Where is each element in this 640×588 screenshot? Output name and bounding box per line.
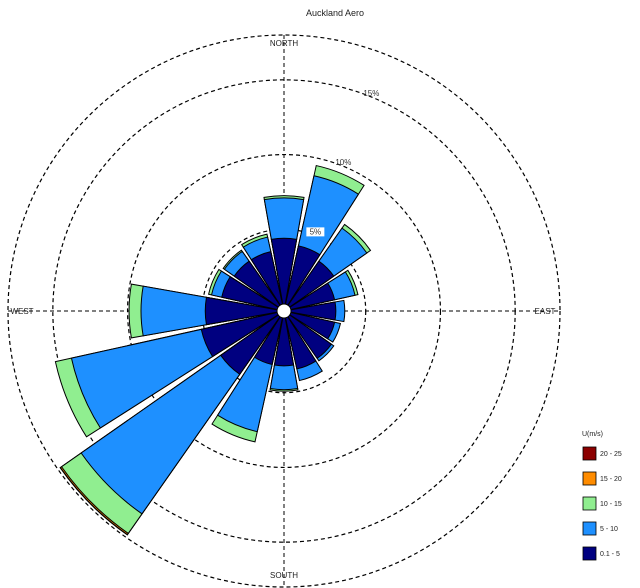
- label-east: EAST: [535, 307, 556, 316]
- legend-swatch-15-20: [583, 472, 596, 485]
- petals: [55, 166, 370, 535]
- legend-label-20-25: 20 - 25: [600, 451, 622, 458]
- legend-swatch-10-15: [583, 497, 596, 510]
- legend-swatch-20-25: [583, 447, 596, 460]
- legend-label-15-20: 15 - 20: [600, 476, 622, 483]
- legend-label-5-10: 5 - 10: [600, 526, 618, 533]
- ring-label-5: 5%: [310, 227, 322, 236]
- chart-title: Auckland Aero: [306, 8, 364, 18]
- label-north: NORTH: [270, 39, 299, 48]
- legend-label-10-15: 10 - 15: [600, 501, 622, 508]
- legend-swatch-5-10: [583, 522, 596, 535]
- label-west: WEST: [10, 307, 33, 316]
- ring-label-15: 15%: [363, 89, 379, 98]
- ring-label-10: 10%: [335, 158, 351, 167]
- center-hole: [277, 304, 291, 318]
- legend-title: U(m/s): [582, 431, 603, 438]
- legend-label-0.1-5: 0.1 - 5: [600, 551, 620, 558]
- label-south: SOUTH: [270, 571, 298, 580]
- legend-swatch-0.1-5: [583, 547, 596, 560]
- legend: U(m/s) 20 - 25 15 - 20 10 - 15 5 - 10 0.1 - …: [582, 431, 622, 560]
